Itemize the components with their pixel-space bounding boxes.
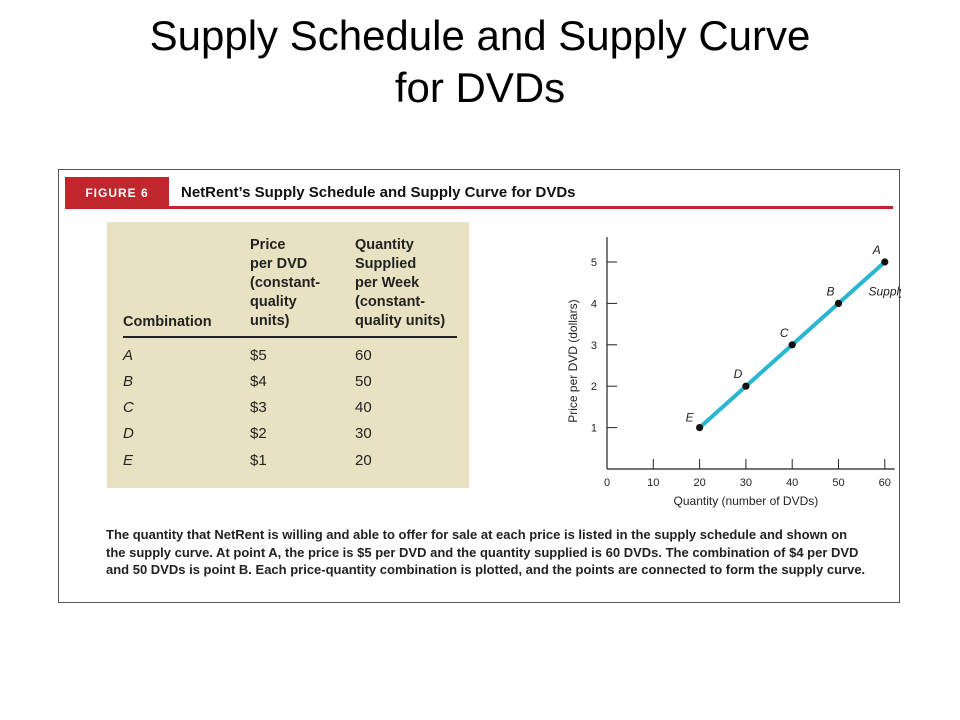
y-tick-label: 3	[591, 340, 597, 352]
table-cell-quantity: 20	[355, 452, 372, 469]
x-tick-label: 10	[647, 477, 659, 489]
data-point-c	[788, 341, 796, 349]
data-point-b	[834, 299, 843, 307]
series-label-supply: Supply	[869, 284, 902, 298]
supply-schedule-table: Combination Price per DVD (constant- qua…	[107, 222, 469, 488]
data-point-a	[881, 258, 889, 266]
table-cell-price: $3	[250, 399, 267, 416]
table-cell-combination: B	[123, 373, 134, 390]
table-header-rule	[123, 336, 457, 338]
figure-header: FIGURE 6 NetRent’s Supply Schedule and S…	[65, 177, 893, 209]
point-label-a: A	[872, 243, 881, 257]
figure-caption: The quantity that NetRent is willing and…	[106, 527, 866, 577]
figure-tag: FIGURE 6	[65, 177, 169, 209]
table-cell-combination: D	[123, 425, 134, 442]
x-axis-label: Quantity (number of DVDs)	[674, 494, 819, 508]
slide-title: Supply Schedule and Supply Curve for DVD…	[0, 10, 960, 114]
figure-panel: FIGURE 6 NetRent’s Supply Schedule and S…	[58, 169, 902, 603]
table-header-price: Price per DVD (constant- quality units)	[250, 237, 321, 329]
y-axis-label: Price per DVD (dollars)	[566, 299, 580, 422]
slide-title-line-2: for DVDs	[394, 64, 566, 111]
table-cell-price: $4	[250, 373, 267, 390]
figure-title: NetRent’s Supply Schedule and Supply Cur…	[181, 184, 576, 201]
x-tick-label: 40	[786, 477, 798, 489]
table-cell-price: $1	[250, 452, 267, 469]
point-label-d: D	[734, 367, 743, 381]
table-cell-price: $5	[250, 347, 267, 364]
table-cell-quantity: 30	[355, 425, 372, 442]
table-cell-price: $2	[250, 425, 267, 442]
data-point-e	[696, 424, 704, 432]
slide-title-line-1: Supply Schedule and Supply Curve	[149, 12, 811, 59]
y-tick-label: 1	[591, 423, 597, 435]
y-tick-label: 2	[591, 381, 597, 393]
y-tick-label: 5	[591, 257, 597, 269]
table-cell-quantity: 50	[355, 373, 372, 390]
x-tick-label: 60	[879, 477, 891, 489]
table-cell-quantity: 40	[355, 399, 372, 416]
y-tick-label: 4	[591, 298, 597, 310]
table-cell-combination: E	[123, 452, 134, 469]
table-cell-combination: A	[123, 347, 134, 364]
point-label-b: B	[826, 284, 834, 298]
table-header-combination: Combination	[123, 314, 212, 330]
x-tick-label: 50	[832, 477, 844, 489]
x-tick-label: 0	[604, 477, 610, 489]
point-label-c: C	[780, 326, 789, 340]
x-tick-label: 20	[693, 477, 705, 489]
table-cell-combination: C	[123, 399, 134, 416]
x-tick-label: 30	[740, 477, 752, 489]
data-point-d	[742, 382, 750, 390]
supply-curve-chart: 0 10 20 30 40 50 60 1 2 3 4 5 Quantity (number of DV…	[566, 237, 902, 508]
table-header-quantity: Quantity Supplied per Week (constant- qu…	[355, 237, 446, 329]
point-label-e: E	[686, 411, 695, 425]
table-cell-quantity: 60	[355, 347, 372, 364]
figure-header-rule	[169, 206, 893, 209]
